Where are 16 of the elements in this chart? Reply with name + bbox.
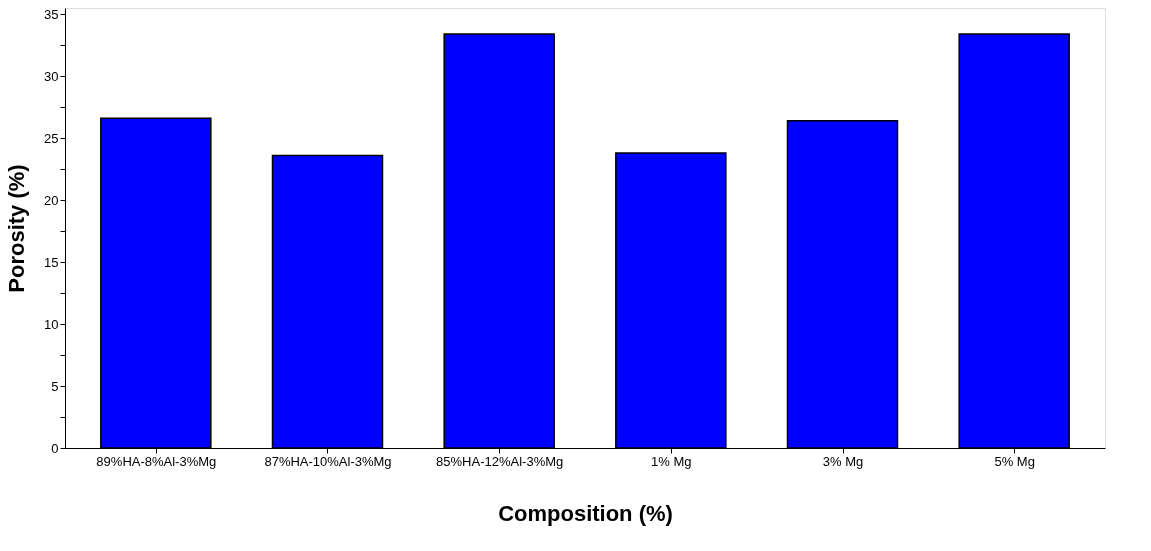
y-tick-label: 35 [44, 6, 59, 22]
x-tick-label: 5% Mg [994, 453, 1035, 469]
y-tick-label: 5 [51, 378, 59, 394]
y-tick-label: 20 [44, 192, 59, 208]
x-tick-label: 1% Mg [651, 453, 692, 469]
x-tick-label: 85%HA-12%Al-3%Mg [436, 453, 564, 469]
x-tick-label: 3% Mg [822, 453, 864, 469]
x-tick-label: 89%HA-8%Al-3%Mg [96, 453, 217, 469]
x-tick-label: 87%HA-10%Al-3%Mg [264, 453, 392, 469]
y-tick-label: 0 [51, 440, 59, 456]
y-tick-label: 25 [44, 130, 59, 146]
y-tick-label: 30 [44, 68, 59, 84]
y-tick-label: 15 [44, 254, 59, 270]
y-tick-label: 10 [44, 316, 59, 332]
x-axis-title: Composition (%) [498, 500, 673, 526]
y-axis-title: Porosity (%) [4, 164, 30, 293]
